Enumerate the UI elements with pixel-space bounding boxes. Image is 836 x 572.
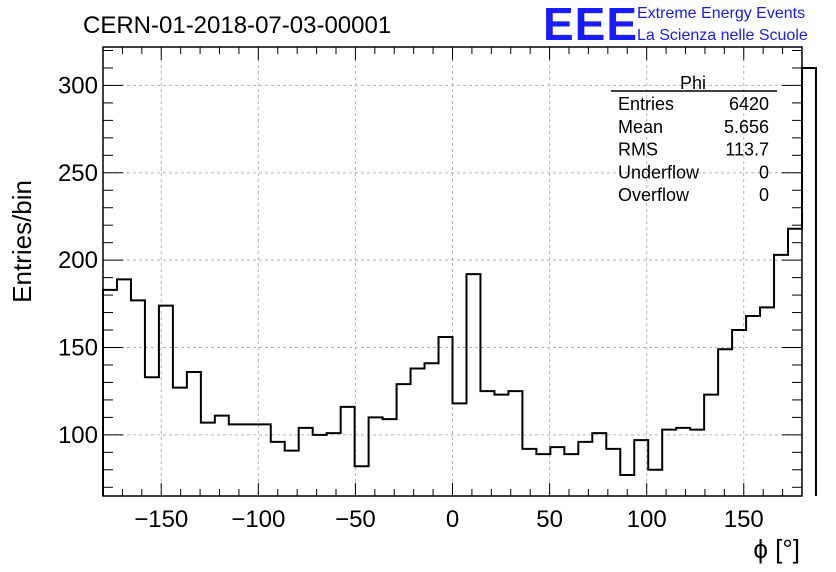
histogram-bin [327,433,341,496]
histogram-bin [159,306,173,496]
histogram-bin [774,255,788,496]
eee-logo: EEE Extreme Energy Events La Scienza nel… [543,0,808,50]
histogram-bin [271,442,285,496]
histogram-bin [341,407,355,496]
x-axis-label: ϕ [°] [753,534,800,564]
histogram-bin [439,337,453,496]
stats-box: Phi Entries 6420 Mean 5.656 RMS 113.7 Underflo… [611,73,777,205]
histogram-bin [117,279,131,496]
chart-title: CERN-01-2018-07-03-00001 [83,12,391,39]
histogram-bin [257,424,271,496]
histogram-bin [466,274,480,496]
y-tick-label: 300 [58,72,98,99]
histogram-series [102,66,817,496]
stats-title: Phi [680,73,706,93]
histogram-bin [397,384,411,496]
histogram-bin [480,391,494,496]
histogram-bin [536,454,550,496]
histogram-bin [592,433,606,496]
histogram-bin [369,417,383,496]
x-tick-label: −100 [231,506,285,533]
histogram-bin [103,290,117,496]
x-tick-label: 100 [627,506,667,533]
histogram-bin [243,424,257,496]
stats-label: Underflow [618,162,700,182]
histogram-bin [718,349,732,496]
histogram-bin [201,423,215,496]
stats-value: 0 [759,185,769,205]
logo-mark: EEE [543,0,638,50]
stats-value: 113.7 [725,140,769,160]
x-tick-label: −50 [335,506,376,533]
stats-label: Mean [618,117,663,137]
histogram-bin [453,403,467,496]
stats-label: RMS [618,140,658,160]
histogram-bin [187,372,201,496]
stats-value: 0 [759,162,769,182]
stats-label: Overflow [618,185,690,205]
histogram-bin [760,307,774,496]
histogram-bin [746,316,760,496]
histogram-bin [411,368,425,496]
x-tick-label: 0 [446,506,459,533]
histogram-bin [145,377,159,496]
histogram-bin [173,388,187,496]
histogram-bin [508,391,522,496]
histogram-bin [578,442,592,496]
histogram-bin [383,419,397,496]
histogram-bin [732,330,746,496]
x-tick-label: −150 [134,506,188,533]
histogram-bin [550,447,564,496]
histogram-bin [494,395,508,496]
stats-label: Entries [618,94,674,114]
axis-ticks: −150 −100 −50 0 50 100 150 100 150 200 250 300 [58,47,803,533]
histogram-bin [690,430,704,496]
x-tick-label: 150 [724,506,764,533]
stats-value: 6420 [729,94,769,114]
y-axis-label: Entries/bin [7,180,37,303]
histogram-bin [802,68,816,496]
histogram-line [102,66,817,496]
histogram-bin [704,395,718,496]
y-tick-label: 250 [58,160,98,187]
histogram-bin [564,454,578,496]
logo-line-2: La Scienza nelle Scuole [637,27,808,44]
histogram-bin [131,300,145,496]
histogram-bin [355,466,369,496]
histogram-bin [425,363,439,496]
histogram-bin [676,428,690,496]
x-tick-label: 50 [536,506,563,533]
y-tick-label: 100 [58,422,98,449]
stats-value: 5.656 [724,117,769,137]
y-tick-label: 200 [58,247,98,274]
histogram-bin [522,449,536,496]
histogram-bin [606,449,620,496]
histogram-bin [313,435,327,496]
histogram-bin [299,428,313,496]
histogram-bin [634,440,648,496]
logo-line-1: Extreme Energy Events [637,5,805,22]
histogram-bin [788,229,802,496]
histogram-bin [285,451,299,496]
histogram-bin [215,416,229,496]
histogram-bin [662,430,676,496]
histogram-bin [229,424,243,496]
y-tick-label: 150 [58,334,98,361]
histogram-bin [648,470,662,496]
